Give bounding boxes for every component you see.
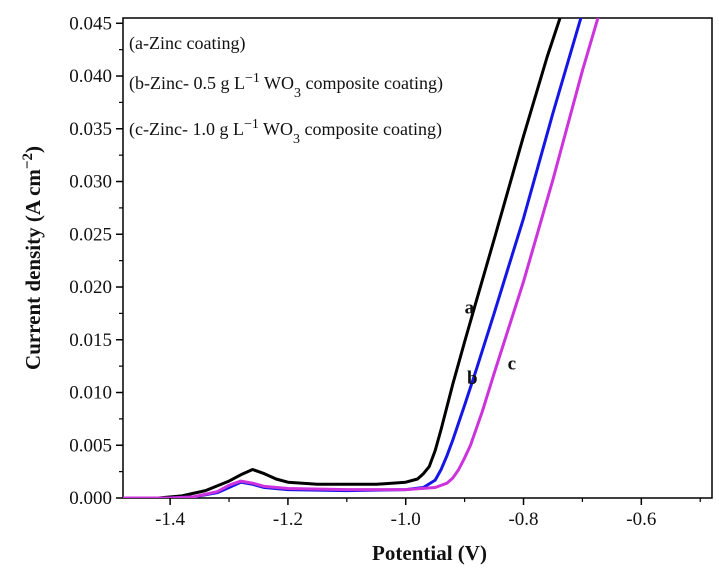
- y-tick-label: 0.020: [69, 277, 112, 298]
- x-axis: -1.4 -1.2 -1.0 -0.8 -0.6: [155, 498, 701, 530]
- x-tick-label: -1.2: [273, 509, 303, 530]
- legend-entry: (c-Zinc- 1.0 g L−1 WO3 composite coating…: [129, 117, 442, 147]
- y-axis-title-superscript: −2: [20, 153, 36, 169]
- curve-label-a: a: [465, 297, 475, 318]
- series-line-a: [123, 18, 562, 498]
- legend-entry: (b-Zinc- 0.5 g L−1 WO3 composite coating…: [129, 71, 443, 101]
- curve-label-b: b: [467, 368, 478, 389]
- legend: (a-Zinc coating) (b-Zinc- 0.5 g L−1 WO3 c…: [129, 33, 443, 147]
- y-tick-label: 0.010: [69, 383, 112, 404]
- series-line-c: [123, 18, 600, 498]
- x-tick-label: -1.0: [391, 509, 421, 530]
- legend-entry: (a-Zinc coating): [129, 33, 245, 54]
- y-tick-label: 0.015: [69, 330, 112, 351]
- y-axis: 0.000 0.005 0.010 0.015 0.020 0.025 0.030 0.035…: [69, 13, 123, 509]
- x-tick-label: -0.6: [626, 509, 656, 530]
- x-tick-label: -1.4: [155, 509, 186, 530]
- y-axis-title-close: ): [21, 146, 45, 153]
- y-tick-label: 0.045: [69, 13, 112, 34]
- y-axis-title-main: Current density (A cm: [21, 169, 45, 370]
- y-tick-label: 0.035: [69, 119, 112, 140]
- x-tick-label: -0.8: [508, 509, 538, 530]
- y-tick-label: 0.040: [69, 66, 112, 87]
- x-axis-title: Potential (V): [372, 541, 487, 565]
- curve-label-c: c: [508, 353, 516, 374]
- plot-area-frame: [122, 17, 713, 499]
- y-axis-title: Current density (A cm−2): [20, 146, 45, 370]
- y-tick-label: 0.025: [69, 224, 112, 245]
- curve-labels: a b c: [465, 297, 516, 389]
- series-lines: [123, 18, 600, 498]
- y-tick-label: 0.005: [69, 435, 112, 456]
- y-tick-label: 0.030: [69, 172, 112, 193]
- y-tick-label: 0.000: [69, 488, 112, 509]
